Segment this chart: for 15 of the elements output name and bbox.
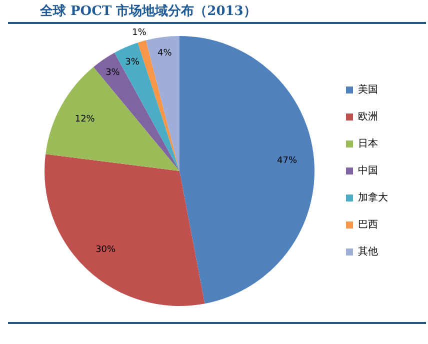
data-label: 3%	[106, 68, 120, 78]
data-label: 12%	[74, 114, 96, 124]
legend-label: 巴西	[358, 220, 378, 231]
data-label: 47%	[277, 156, 298, 166]
legend-label: 欧洲	[358, 110, 378, 123]
data-label: 1%	[132, 28, 147, 38]
data-label: 4%	[157, 48, 172, 58]
legend-label: 中国	[358, 164, 378, 177]
chart-title: 全球 POCT 市场地域分布（2013）	[40, 2, 256, 20]
legend-label: 其他	[358, 246, 378, 258]
data-label: 3%	[125, 57, 140, 68]
legend-label: 加拿大	[358, 192, 388, 204]
data-label: 30%	[96, 245, 116, 256]
legend-label: 美国	[358, 84, 378, 96]
legend-label: 日本	[358, 138, 378, 150]
